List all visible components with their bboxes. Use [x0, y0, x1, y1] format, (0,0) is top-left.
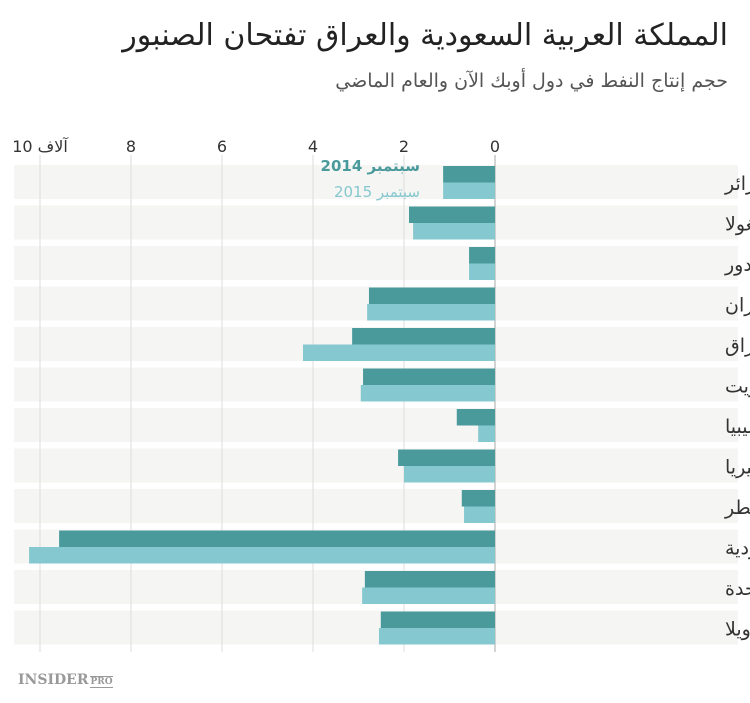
chart-subtitle: حجم إنتاج النفط في دول أوبك الآن والعام …	[335, 70, 728, 92]
bar	[456, 409, 495, 426]
bar	[362, 587, 495, 604]
legend-label: سبتمبر 2014	[321, 157, 420, 175]
bar	[404, 466, 495, 483]
bar	[29, 547, 496, 564]
bar	[443, 182, 495, 199]
category-label: فنزويلا	[725, 619, 750, 641]
chart-title: المملكة العربية السعودية والعراق تفتحان …	[122, 18, 728, 53]
bar	[360, 385, 495, 402]
tick-label: 0	[490, 137, 500, 156]
bar	[409, 206, 495, 223]
tick-label: 10 آلاف	[12, 137, 69, 156]
category-label: قطر	[724, 497, 750, 519]
insider-pro-logo: INSIDER PRO	[18, 672, 113, 688]
tick-label: 2	[399, 137, 409, 156]
row-background	[14, 489, 738, 523]
bar	[398, 449, 495, 466]
bar	[367, 304, 495, 321]
row-background	[14, 205, 738, 240]
tick-label: 6	[217, 137, 227, 156]
category-label: الإكوادور	[724, 254, 750, 276]
bar	[368, 287, 495, 304]
row-background	[14, 610, 738, 645]
row-background	[14, 165, 738, 199]
bar	[413, 223, 495, 240]
bar	[461, 490, 495, 507]
bar	[469, 263, 495, 280]
bar	[59, 530, 496, 547]
legend-label: سبتمبر 2015	[334, 183, 420, 201]
row-background	[14, 448, 738, 483]
bar	[363, 368, 495, 385]
row-background	[14, 408, 738, 442]
bar	[352, 328, 495, 345]
bar	[443, 166, 495, 183]
category-label: الإمارات العربية المتحدة	[725, 578, 750, 600]
category-label: ليبيا	[725, 416, 750, 438]
category-label: العراق	[725, 335, 750, 357]
category-label: إيران	[725, 295, 750, 318]
bar	[469, 247, 495, 264]
bar	[464, 506, 495, 523]
category-label: المملكة العربية السعودية	[725, 538, 750, 560]
category-label: أنغولا	[725, 212, 750, 236]
category-label: الكويت	[725, 376, 750, 398]
bar	[378, 628, 495, 645]
category-label: نيجيريا	[725, 457, 750, 479]
tick-label: 4	[308, 137, 318, 156]
bar	[478, 425, 495, 442]
row-background	[14, 246, 738, 280]
bar	[302, 344, 495, 361]
bar	[364, 571, 495, 588]
category-label: الجزائر	[724, 173, 750, 195]
tick-label: 8	[126, 137, 136, 156]
bar	[380, 611, 495, 628]
